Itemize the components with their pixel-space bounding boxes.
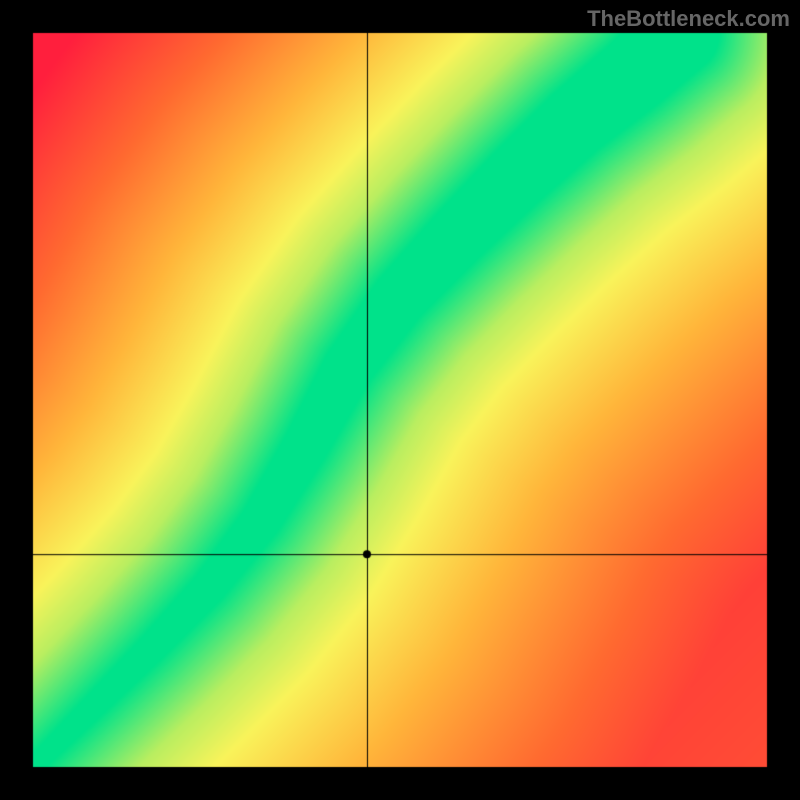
chart-container: TheBottleneck.com [0,0,800,800]
watermark-text: TheBottleneck.com [587,6,790,32]
bottleneck-heatmap [0,0,800,800]
